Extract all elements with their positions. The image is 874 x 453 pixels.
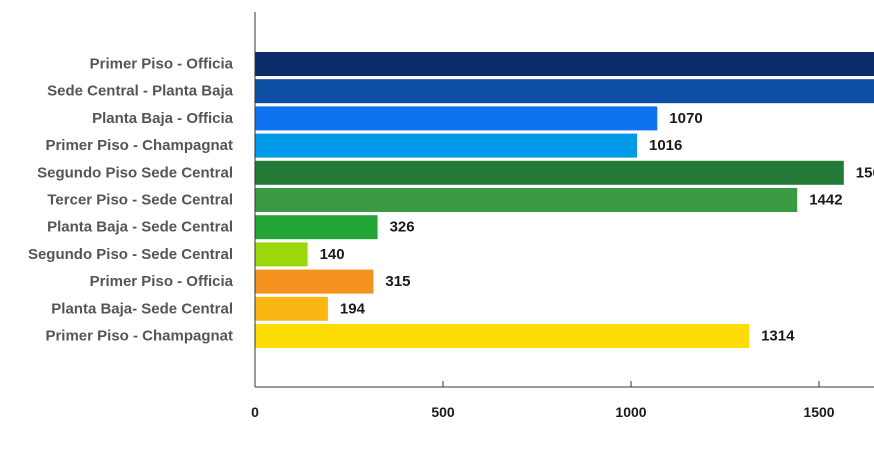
x-tick-label: 1500 — [803, 404, 834, 420]
bar — [255, 79, 874, 104]
x-tick-label: 1000 — [615, 404, 646, 420]
bar — [255, 106, 658, 131]
bar — [255, 324, 750, 348]
bar — [255, 52, 874, 76]
bars-layer — [255, 52, 874, 348]
data-label: 1566 — [856, 164, 874, 181]
bar — [255, 133, 637, 158]
data-label: 1070 — [669, 110, 702, 127]
data-label: 315 — [385, 273, 410, 290]
category-label: Primer Piso - Officia — [90, 56, 234, 73]
category-label: Planta Baja - Sede Central — [47, 219, 233, 236]
data-label: 326 — [390, 219, 415, 236]
bar — [255, 215, 378, 240]
category-label: Primer Piso - Champagnat — [45, 328, 233, 345]
x-tick-label: 500 — [431, 404, 455, 420]
data-label: 1016 — [649, 137, 682, 154]
bar — [255, 188, 798, 212]
category-label: Segundo Piso - Sede Central — [28, 246, 233, 263]
bar — [255, 242, 308, 267]
bar — [255, 160, 844, 185]
bar — [255, 296, 328, 321]
axes: 050010001500200025003000 — [251, 12, 874, 420]
category-label: Planta Baja- Sede Central — [51, 300, 233, 317]
category-label: Primer Piso - Officia — [90, 273, 234, 290]
data-label: 1314 — [761, 328, 795, 345]
data-label: 194 — [340, 300, 366, 317]
x-tick-label: 0 — [251, 404, 259, 420]
data-label: 1442 — [809, 192, 842, 209]
data-label: 140 — [320, 246, 345, 263]
category-label: Planta Baja - Officia — [92, 110, 234, 127]
category-label: Tercer Piso - Sede Central — [47, 192, 233, 209]
value-labels: 2803237610701016156614423261403151941314 — [320, 110, 874, 345]
bar — [255, 269, 374, 294]
category-label: Segundo Piso Sede Central — [37, 164, 233, 181]
category-label: Primer Piso - Champagnat — [45, 137, 233, 154]
category-label: Sede Central - Planta Baja — [47, 83, 234, 100]
category-labels: Primer Piso - Officia Sede Central - Plan… — [28, 56, 234, 345]
